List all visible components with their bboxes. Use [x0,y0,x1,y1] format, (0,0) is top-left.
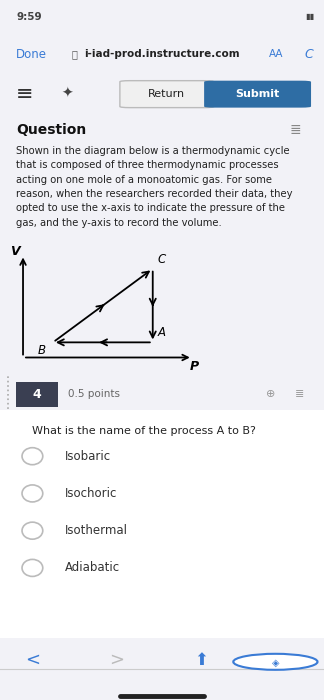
Text: Isobaric: Isobaric [65,449,111,463]
Text: Question: Question [16,122,87,136]
FancyBboxPatch shape [120,80,214,108]
FancyBboxPatch shape [16,382,58,407]
Text: B: B [38,344,46,358]
Text: i-iad-prod.instructure.com: i-iad-prod.instructure.com [84,49,240,60]
Text: ◈: ◈ [272,657,279,667]
Text: Submit: Submit [236,89,280,99]
Text: Adiabatic: Adiabatic [65,561,120,575]
Circle shape [22,522,43,539]
Text: AA: AA [269,49,284,60]
Text: Shown in the diagram below is a thermodynamic cycle
that is composed of three th: Shown in the diagram below is a thermody… [16,146,293,228]
Text: ≣: ≣ [290,122,301,136]
Circle shape [22,448,43,465]
Text: 4: 4 [33,388,42,401]
Text: C: C [158,253,166,266]
Text: 🔒: 🔒 [71,49,77,60]
Circle shape [22,485,43,502]
Text: ▮▮: ▮▮ [305,13,314,21]
Text: >: > [109,651,124,669]
Text: Return: Return [148,89,185,99]
FancyBboxPatch shape [204,80,311,108]
Text: P: P [190,360,199,373]
Text: 0.5 points: 0.5 points [68,389,120,399]
Text: 9:59: 9:59 [16,12,42,22]
Text: ⊕: ⊕ [266,389,275,399]
Text: C: C [305,48,313,61]
Circle shape [233,654,318,670]
Text: What is the name of the process A to B?: What is the name of the process A to B? [32,426,256,435]
Text: ⬆: ⬆ [194,651,208,669]
Text: V: V [10,245,19,258]
Text: Isothermal: Isothermal [65,524,128,537]
FancyBboxPatch shape [0,410,324,638]
Text: ≡: ≡ [16,84,34,104]
Text: ✦: ✦ [62,86,73,100]
Text: Isochoric: Isochoric [65,487,117,500]
Circle shape [22,559,43,576]
Text: Done: Done [16,48,47,61]
Text: ≣: ≣ [295,389,304,399]
Text: <: < [25,651,40,669]
Text: A: A [158,326,166,340]
